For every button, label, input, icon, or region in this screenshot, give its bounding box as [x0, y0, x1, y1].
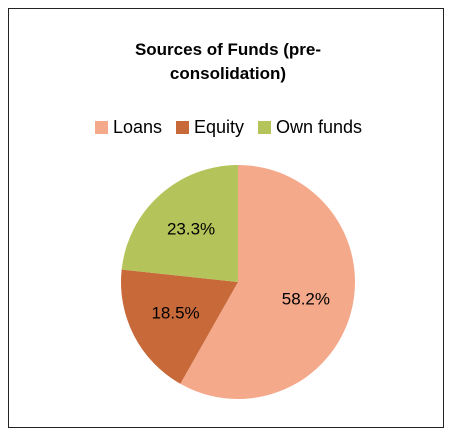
chart-title: Sources of Funds (pre-consolidation): [134, 40, 322, 83]
legend-swatch: [94, 121, 108, 134]
legend: Loans Equity Own funds: [0, 117, 457, 138]
pie-slice: [121, 165, 238, 282]
pie-slice: [180, 165, 355, 399]
page: Sources of Funds (pre-consolidation) Loa…: [0, 8, 457, 428]
data-label: 58.2%: [282, 289, 330, 308]
chart: 58.2% 18.5% 23.3%: [121, 165, 355, 399]
legend-swatch: [175, 121, 189, 134]
legend-label: Equity: [193, 117, 245, 137]
legend-item: Equity: [175, 117, 245, 138]
legend-label: Own funds: [276, 117, 363, 137]
legend-item: Loans: [94, 117, 162, 138]
legend-item: Own funds: [258, 117, 362, 138]
legend-label: Loans: [112, 117, 162, 137]
data-label: 23.3%: [167, 219, 215, 238]
pie-slice: [121, 269, 238, 384]
data-label: 18.5%: [151, 304, 199, 323]
legend-swatch: [258, 121, 272, 134]
